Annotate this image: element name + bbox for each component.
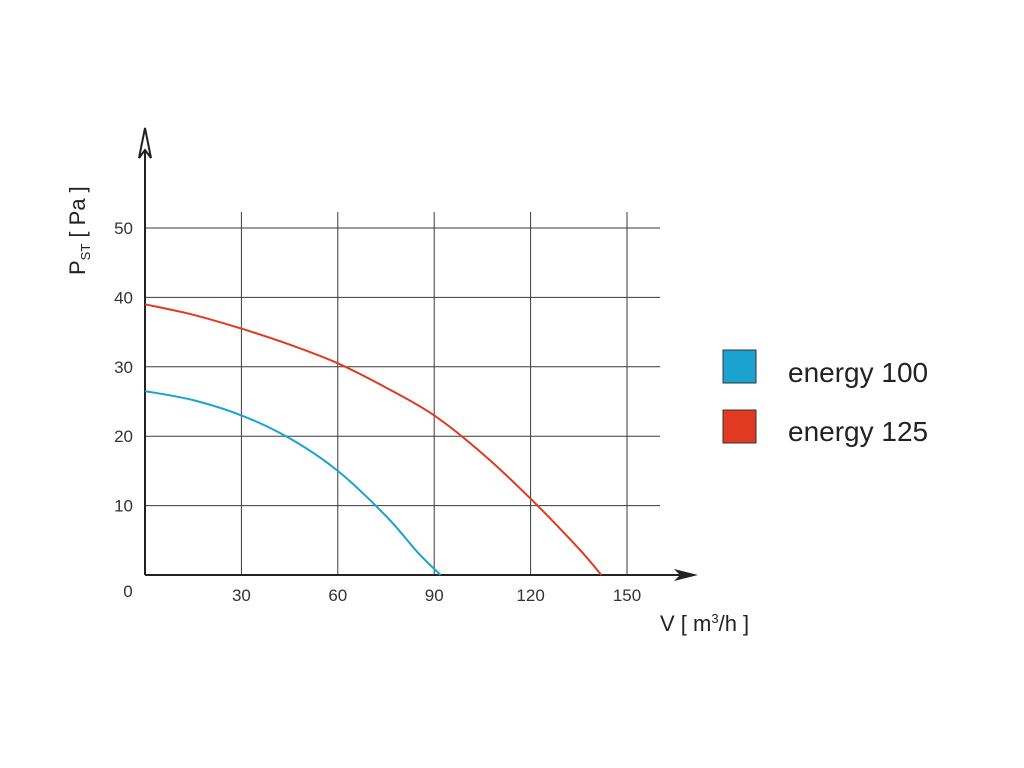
y-axis-title-main: P <box>65 260 90 275</box>
y-tick-label-10: 10 <box>114 497 133 516</box>
y-tick-label-40: 40 <box>114 288 133 307</box>
y-axis-title: PST [ Pa ] <box>65 186 93 275</box>
y-axis-arrow-icon <box>138 127 152 159</box>
legend-swatch-energy-100 <box>722 349 757 384</box>
legend-label-energy-125: energy 125 <box>788 416 928 447</box>
legend: energy 100 energy 125 <box>722 349 928 447</box>
y-tick-label-20: 20 <box>114 427 133 446</box>
grid-lines <box>145 212 660 575</box>
x-axis-title-superscript: 3 <box>711 611 718 626</box>
series-lines <box>144 303 603 576</box>
y-tick-label-50: 50 <box>114 219 133 238</box>
series-line-energy-125 <box>144 303 603 576</box>
tick-labels: 10 20 30 40 50 30 60 90 120 150 <box>114 219 641 605</box>
y-tick-label-30: 30 <box>114 358 133 377</box>
x-tick-label-150: 150 <box>613 586 641 605</box>
series-line-energy-100 <box>144 390 442 576</box>
y-axis-title-suffix: [ Pa ] <box>65 186 90 243</box>
x-axis-arrow-icon <box>674 569 698 581</box>
x-axis-title: V [ m3/h ] <box>660 611 749 636</box>
x-tick-label-90: 90 <box>425 586 444 605</box>
origin-label: 0 <box>123 582 132 601</box>
x-axis-title-suffix: /h ] <box>719 611 750 636</box>
x-tick-label-30: 30 <box>232 586 251 605</box>
x-axis-title-prefix: V [ m <box>660 611 711 636</box>
x-tick-label-60: 60 <box>328 586 347 605</box>
y-axis-title-subscript: ST <box>78 244 93 261</box>
axes <box>138 127 698 581</box>
legend-label-energy-100: energy 100 <box>788 357 928 388</box>
legend-swatch-energy-125 <box>722 409 757 444</box>
x-tick-label-120: 120 <box>516 586 544 605</box>
